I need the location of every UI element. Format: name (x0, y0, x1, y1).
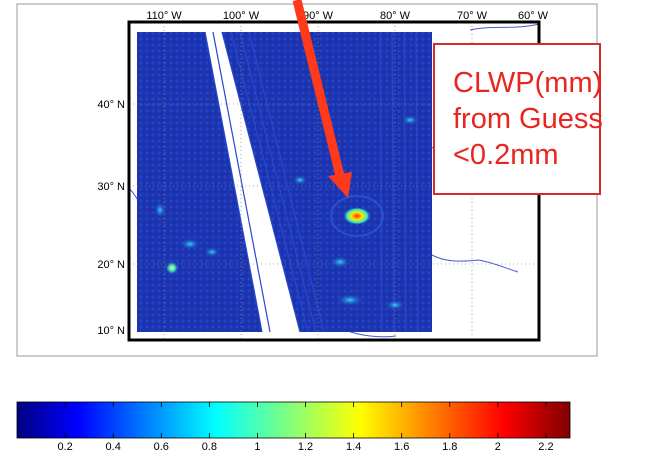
colorbar-tick-label: 1.6 (394, 441, 409, 452)
lon-label: 110° W (146, 10, 182, 22)
colorbar-tick-label: 1.4 (346, 441, 361, 452)
colorbar-tick-label: 1.2 (298, 441, 313, 452)
lon-label: 80° W (380, 10, 411, 22)
lon-label: 100° W (223, 10, 260, 22)
clwp-features (154, 115, 419, 310)
colorbar-ticks: 0.2 0.4 0.6 0.8 1 1.2 1.4 1.6 1.8 2 2.2 (57, 402, 554, 452)
colorbar-tick-label: 0.8 (202, 441, 217, 452)
longitude-labels: 110° W 100° W 90° W 80° W 70° W 60° W (146, 10, 548, 22)
lat-label: 20° N (97, 259, 125, 271)
annotation-line: CLWP(mm) (453, 67, 603, 99)
colorbar-tick-label: 0.6 (154, 441, 169, 452)
lat-label: 30° N (97, 181, 125, 193)
scan-lines (204, 31, 419, 333)
annotation-line: <0.2mm (453, 139, 559, 171)
lon-label: 90° W (303, 10, 334, 22)
annotation-line: from Guess (453, 103, 603, 135)
left-satellite-swath (137, 32, 262, 332)
colorbar-tick-label: 0.4 (106, 441, 121, 452)
colorbar-gradient (16, 401, 571, 439)
lat-label: 10° N (97, 325, 125, 337)
annotation-box: CLWP(mm) from Guess <0.2mm (433, 43, 603, 195)
right-satellite-swath (222, 32, 432, 332)
latitude-labels: 40° N 30° N 20° N 10° N (97, 99, 125, 337)
colorbar-tick-label: 0.2 (57, 441, 72, 452)
colorbar-tick-label: 2 (495, 441, 501, 452)
colorbar-tick-label: 1 (254, 441, 260, 452)
colorbar-tick-label: 1.8 (442, 441, 457, 452)
hurricane-core (343, 207, 371, 225)
lon-label: 70° W (457, 10, 488, 22)
colorbar-tick-label: 2.2 (538, 441, 553, 452)
colorbar: 0.2 0.4 0.6 0.8 1 1.2 1.4 1.6 1.8 2 2.2 (16, 401, 571, 452)
lat-label: 40° N (97, 99, 125, 111)
red-arrow (292, 0, 352, 198)
lon-label: 60° W (518, 10, 549, 22)
map-plot-area (129, 22, 539, 340)
